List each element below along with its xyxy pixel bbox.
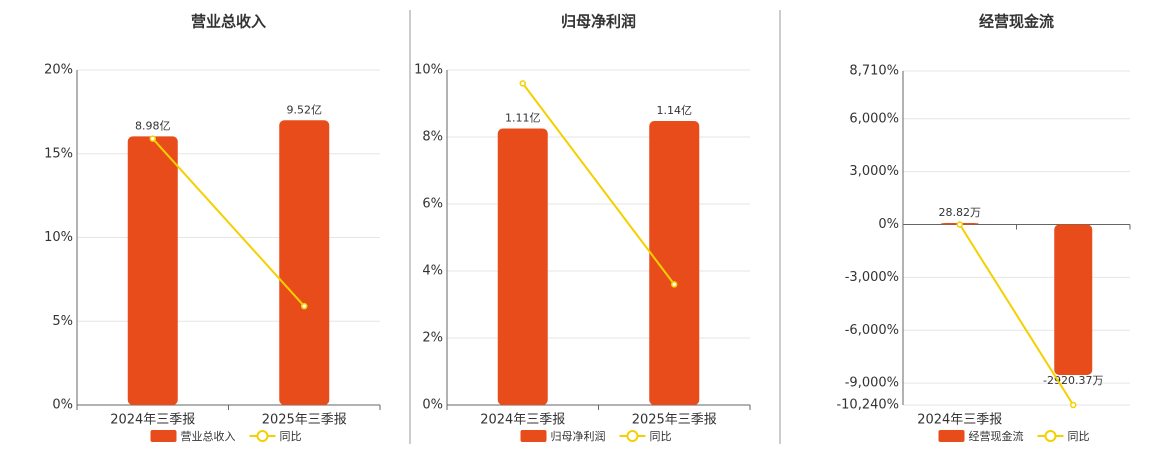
value-label: 28.82万 (939, 206, 982, 219)
line-point (1070, 401, 1077, 409)
legend-swatch (150, 430, 177, 442)
legend-label: 同比 (1068, 430, 1090, 443)
line-point (149, 135, 156, 142)
y-tick-label: 2% (422, 331, 443, 346)
y-tick-label: 4% (422, 264, 443, 279)
x-tick-label: 2024年三季报 (917, 413, 1002, 428)
y-tick-label: -9,000% (845, 376, 899, 391)
value-label: -2920.37万 (1043, 374, 1103, 387)
y-tick-label: 15% (44, 146, 73, 161)
y-tick-label: 0% (878, 217, 899, 232)
chart-title: 营业总收入 (191, 13, 266, 31)
bar (127, 136, 178, 405)
y-tick-label: 0% (52, 398, 73, 413)
line-point (519, 80, 526, 87)
y-tick-label: 8% (422, 130, 443, 145)
y-tick-label: 6,000% (849, 111, 899, 126)
y-tick-label: 6% (422, 197, 443, 212)
legend-swatch (256, 430, 269, 442)
legend-swatch (1044, 430, 1057, 442)
bar (1054, 224, 1093, 376)
line (521, 82, 676, 286)
bar (649, 121, 700, 405)
legend-swatch (626, 430, 639, 442)
y-tick-label: -6,000% (845, 323, 899, 338)
value-label: 1.11亿 (505, 112, 541, 125)
value-label: 8.98亿 (135, 119, 171, 132)
y-tick-label: 20% (44, 63, 73, 78)
chart-title: 经营现金流 (979, 13, 1054, 31)
bar (279, 120, 330, 405)
y-tick-label: -3,000% (845, 270, 899, 285)
y-tick-label: 3,000% (849, 164, 899, 179)
legend-label: 同比 (650, 430, 672, 443)
x-tick-label: 2024年三季报 (110, 413, 195, 428)
y-tick-label: 0% (422, 398, 443, 413)
y-tick-label: 10% (414, 63, 443, 78)
value-label: 1.14亿 (657, 104, 693, 117)
y-tick-label: 10% (44, 230, 73, 245)
x-tick-label: 2024年三季报 (480, 413, 565, 428)
line-point (301, 302, 308, 310)
chart-title: 归母净利润 (561, 13, 636, 31)
legend-swatch (938, 430, 965, 442)
y-tick-label: -10,240% (836, 398, 899, 413)
y-tick-label: 5% (52, 314, 73, 329)
y-tick-label: 8,710% (849, 64, 899, 79)
legend-label: 经营现金流 (969, 429, 1024, 443)
bar (497, 128, 548, 405)
line (152, 138, 305, 307)
legend-label: 归母净利润 (551, 429, 606, 443)
legend-label: 同比 (280, 430, 302, 443)
value-label: 9.52亿 (287, 103, 323, 116)
line-point (956, 221, 963, 228)
line-point (671, 281, 678, 288)
legend-swatch (520, 430, 547, 442)
legend-label: 营业总收入 (181, 429, 236, 443)
x-tick-label: 2025年三季报 (262, 413, 347, 428)
line (958, 223, 1075, 406)
x-tick-label: 2025年三季报 (632, 413, 717, 428)
